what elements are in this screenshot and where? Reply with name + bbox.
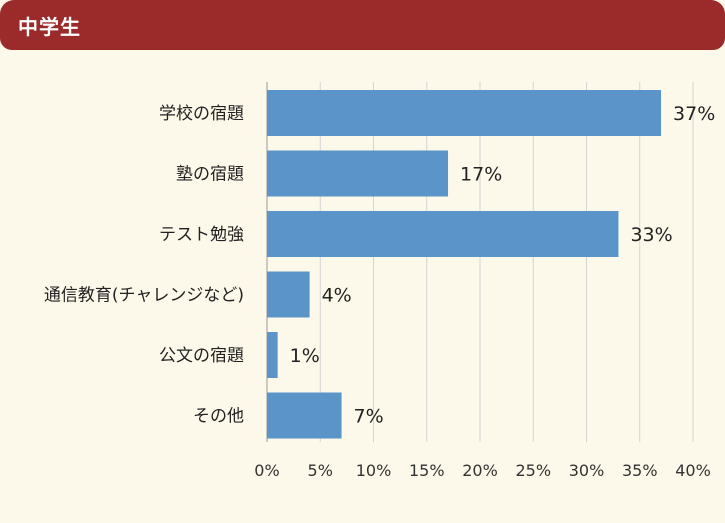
category-label: 通信教育(チャレンジなど) (44, 286, 244, 306)
bar (267, 90, 662, 136)
category-label: 学校の宿題 (159, 104, 244, 124)
category-label: テスト勉強 (159, 225, 244, 245)
x-tick-label: 35% (622, 461, 658, 480)
x-tick-label: 40% (675, 461, 711, 480)
value-label: 17% (460, 164, 502, 186)
category-label: 公文の宿題 (159, 346, 244, 366)
x-tick-label: 30% (569, 461, 605, 480)
chart-header: 中学生 (0, 0, 725, 50)
x-tick-label: 25% (515, 461, 551, 480)
x-tick-label: 0% (254, 461, 279, 480)
x-tick-label: 20% (462, 461, 498, 480)
value-label: 1% (290, 345, 320, 367)
bar (267, 150, 449, 197)
x-tick-label: 15% (409, 461, 445, 480)
bar (267, 271, 310, 318)
x-tick-label: 5% (308, 461, 333, 480)
bar (267, 332, 278, 378)
bar (267, 211, 619, 257)
category-label: その他 (193, 407, 244, 427)
value-label: 7% (354, 406, 384, 428)
chart-header-title: 中学生 (18, 15, 81, 39)
x-tick-label: 10% (356, 461, 392, 480)
value-label: 4% (322, 285, 352, 307)
category-label: 塾の宿題 (176, 164, 244, 185)
bar (267, 392, 342, 439)
value-label: 37% (673, 103, 715, 125)
value-label: 33% (630, 224, 672, 246)
